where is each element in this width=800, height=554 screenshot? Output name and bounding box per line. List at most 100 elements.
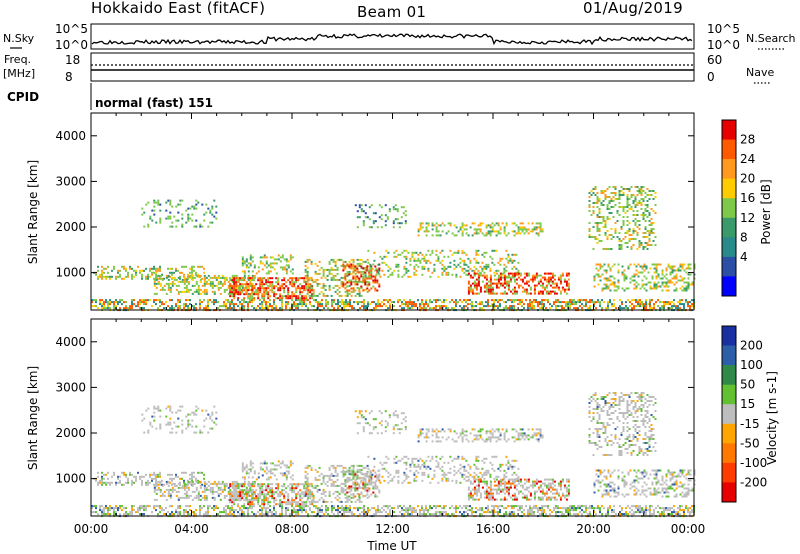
power-cell [370,273,373,276]
power-cell [606,230,609,232]
power-cell [535,272,538,275]
velocity-cell [211,490,214,493]
power-cell [301,285,304,288]
power-cell [91,305,93,308]
velocity-cell [243,507,245,510]
power-cell [366,265,369,268]
power-cell [413,271,416,274]
power-cell [99,299,101,302]
power-cell [169,215,172,218]
power-cell [400,206,403,209]
velocity-cell [159,483,161,486]
velocity-cell [231,485,234,488]
power-cell [425,301,427,304]
power-cell [461,224,464,227]
velocity-cell [245,494,248,497]
power-cell [293,295,296,298]
velocity-cell [235,483,238,486]
power-cell [275,258,278,261]
power-cell [495,278,498,281]
power-cell [497,230,500,233]
velocity-cell [115,511,117,514]
power-cell [179,275,181,278]
power-cell [525,282,528,285]
power-cell [109,277,111,280]
velocity-cell [295,511,297,514]
power-cell [331,303,333,306]
power-cell [513,290,516,293]
velocity-cell [313,505,315,508]
velocity-cell [97,471,99,474]
power-cell [638,244,641,246]
velocity-cell [131,507,133,510]
power-cell [369,263,372,266]
power-cell [299,289,302,292]
power-cell [312,294,315,297]
power-cell [539,278,542,281]
power-cell [349,299,351,302]
power-cell [612,192,615,194]
power-cell [503,269,506,272]
power-cell [217,282,220,285]
power-cell [385,249,388,252]
velocity-cell [217,494,220,497]
power-cell [287,303,289,306]
power-cell [374,220,377,223]
power-cell [671,307,673,310]
power-cell [311,289,314,292]
velocity-cell [197,480,200,483]
power-cell [211,276,214,279]
velocity-cell [203,486,206,489]
power-cell [594,194,597,196]
velocity-cell [125,511,127,514]
power-cell [527,232,530,235]
velocity-cell [151,479,153,482]
power-cell [645,265,648,268]
power-cell [469,274,472,277]
power-cell [311,279,314,282]
velocity-cell [191,475,193,478]
power-cell [219,282,222,285]
power-cell [277,297,280,300]
power-cell [191,205,194,208]
power-cell [324,284,327,287]
velocity-cell [669,507,671,510]
velocity-cell [443,505,445,508]
velocity-cell [195,479,197,482]
power-cell [239,303,241,306]
power-cell [155,201,158,204]
power-cell [443,265,446,268]
power-cell [653,287,656,290]
power-cell [291,281,294,284]
power-cell [417,253,420,256]
power-cell [217,286,220,289]
velocity-cell [653,513,655,516]
power-cell [651,299,653,302]
power-cell [350,267,353,270]
power-cell [481,232,484,235]
power-cell [596,224,599,226]
velocity-cell [115,507,117,510]
power-cell [255,283,258,286]
power-cell [153,213,156,216]
velocity-cell [557,511,559,514]
power-cell [251,279,254,282]
power-cell [437,230,440,233]
velocity-cell [147,505,149,508]
power-cell [376,281,379,284]
power-cell [417,299,419,302]
velocity-cell [583,505,585,508]
power-cell [314,270,317,273]
power-cell [592,212,595,214]
power-cell [659,285,662,288]
power-cell [145,301,147,304]
power-cell [639,299,641,302]
velocity-cell [181,471,183,474]
power-cell [630,208,633,210]
power-cell [105,275,107,278]
power-cell [141,275,143,278]
power-cell [609,275,612,278]
power-cell [191,265,193,268]
velocity-cell [129,513,131,516]
power-cell [267,264,270,267]
